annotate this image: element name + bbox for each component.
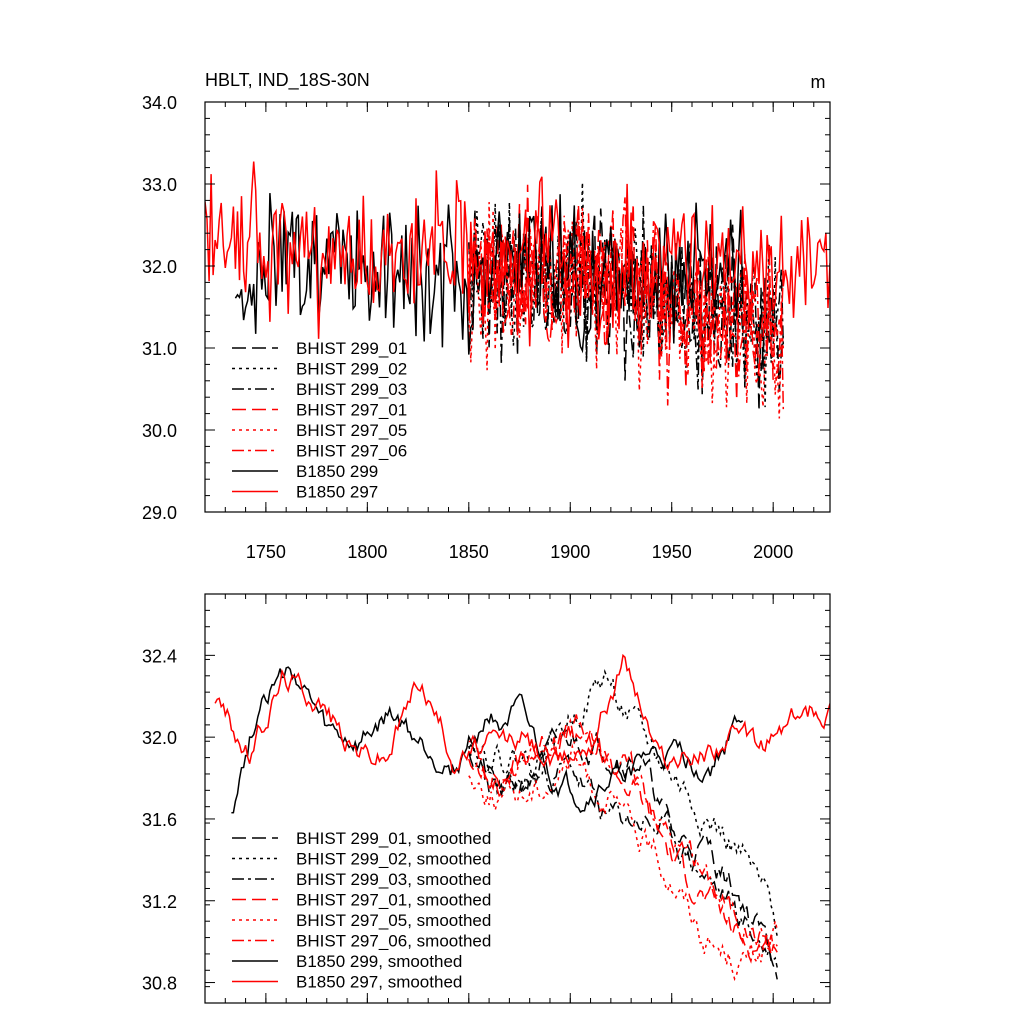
legend-label: BHIST 297_06 bbox=[296, 442, 407, 461]
legend-label: BHIST 297_01 bbox=[296, 401, 407, 420]
series-line-4 bbox=[468, 714, 778, 964]
x-tick-label: 1850 bbox=[449, 542, 489, 562]
chart-panel-2: 30.8 31.2 31.6 32.0 32.4 BHIST 299_01, smooth… bbox=[142, 593, 831, 1004]
x-tick-label: 1750 bbox=[246, 542, 286, 562]
series-line-2 bbox=[468, 669, 778, 937]
series-line-7 bbox=[231, 666, 744, 814]
y-tick-label: 32.4 bbox=[142, 646, 177, 666]
series-line-1 bbox=[468, 208, 785, 411]
y-tick-label: 31.2 bbox=[142, 892, 177, 912]
series-line-6 bbox=[468, 717, 778, 950]
series-line-5 bbox=[468, 201, 785, 419]
y-tick-label: 30.0 bbox=[142, 421, 177, 441]
y-tick-label: 31.6 bbox=[142, 810, 177, 830]
series-group bbox=[214, 653, 830, 982]
series-line-1 bbox=[468, 727, 778, 980]
series-line-8 bbox=[205, 161, 830, 348]
legend-label: B1850 299, smoothed bbox=[296, 952, 462, 971]
legend-label: BHIST 299_03, smoothed bbox=[296, 870, 491, 889]
y-tick-label: 31.0 bbox=[142, 339, 177, 359]
y-tick-label: 34.0 bbox=[142, 93, 177, 113]
series-line-8 bbox=[214, 653, 830, 775]
chart-title: HBLT, IND_18S-30N bbox=[205, 70, 370, 91]
x-tick-label: 1900 bbox=[550, 542, 590, 562]
legend-label: BHIST 299_01 bbox=[296, 339, 407, 358]
y-tick-label: 30.8 bbox=[142, 974, 177, 994]
legend-label: BHIST 297_06, smoothed bbox=[296, 932, 491, 951]
chart-panel-1: 1750 1800 1850 1900 1950 2000 29.0 30.0 31.0 32.0… bbox=[142, 70, 831, 562]
series-line-5 bbox=[468, 743, 778, 982]
legend-label: B1850 297, smoothed bbox=[296, 973, 462, 992]
legend-label: BHIST 299_02 bbox=[296, 360, 407, 379]
series-group bbox=[205, 161, 830, 419]
y-tick-label: 33.0 bbox=[142, 175, 177, 195]
y-tick-label: 32.0 bbox=[142, 257, 177, 277]
legend-label: BHIST 297_01, smoothed bbox=[296, 891, 491, 910]
units-label: m bbox=[811, 72, 826, 92]
plot-frame bbox=[204, 101, 831, 513]
x-tick-label: 1800 bbox=[347, 542, 387, 562]
legend-label: B1850 299 bbox=[296, 462, 378, 481]
x-tick-label: 1950 bbox=[652, 542, 692, 562]
plot-frame bbox=[204, 593, 831, 1004]
legend-label: BHIST 297_05, smoothed bbox=[296, 911, 491, 930]
legend-label: BHIST 297_05 bbox=[296, 421, 407, 440]
y-tick-label: 32.0 bbox=[142, 728, 177, 748]
legend-label: BHIST 299_02, smoothed bbox=[296, 850, 491, 869]
series-line-3 bbox=[468, 744, 778, 968]
y-tick-label: 29.0 bbox=[142, 503, 177, 523]
legend-label: BHIST 299_03 bbox=[296, 380, 407, 399]
legend: BHIST 299_01, smoothed BHIST 299_02, smoo… bbox=[232, 829, 491, 992]
legend-label: B1850 297 bbox=[296, 483, 378, 502]
x-tick-label: 2000 bbox=[753, 542, 793, 562]
legend-label: BHIST 299_01, smoothed bbox=[296, 829, 491, 848]
